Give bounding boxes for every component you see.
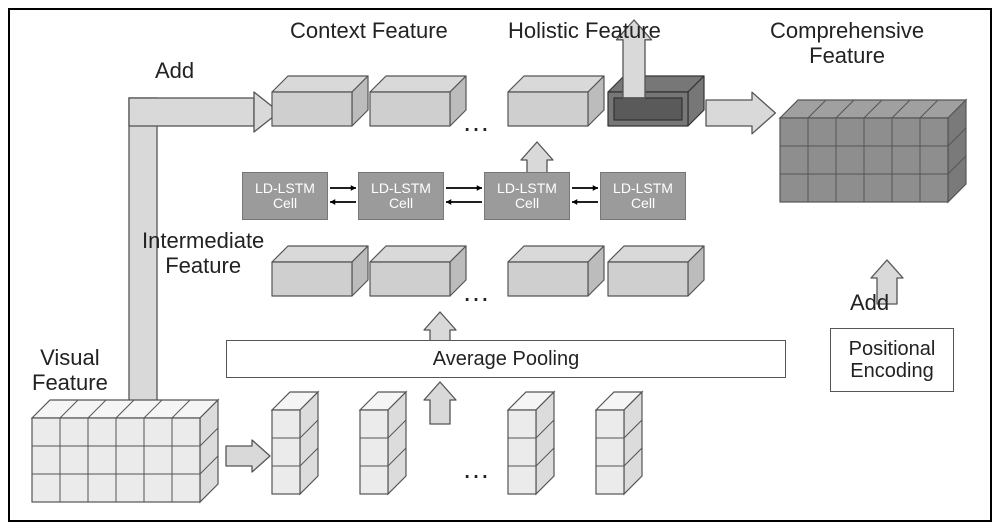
label-holistic-feature: Holistic Feature <box>508 18 661 43</box>
lstm-cell-label: LD-LSTM Cell <box>613 181 673 212</box>
ellipsis-3: … <box>462 453 490 485</box>
label-intermediate-feature: Intermediate Feature <box>142 228 264 279</box>
average-pooling-box: Average Pooling <box>226 340 786 378</box>
label-visual-feature: Visual Feature <box>32 345 108 396</box>
lstm-cell-4: LD-LSTM Cell <box>600 172 686 220</box>
lstm-cell-2: LD-LSTM Cell <box>358 172 444 220</box>
label-comprehensive-feature: Comprehensive Feature <box>770 18 924 69</box>
label-add-br: Add <box>850 290 889 315</box>
lstm-cell-label: LD-LSTM Cell <box>371 181 431 212</box>
lstm-cell-3: LD-LSTM Cell <box>484 172 570 220</box>
lstm-cell-label: LD-LSTM Cell <box>497 181 557 212</box>
ellipsis-1: … <box>462 106 490 138</box>
lstm-cell-label: LD-LSTM Cell <box>255 181 315 212</box>
average-pooling-label: Average Pooling <box>433 348 579 370</box>
lstm-cell-1: LD-LSTM Cell <box>242 172 328 220</box>
label-add-tl: Add <box>155 58 194 83</box>
label-context-feature: Context Feature <box>290 18 448 43</box>
diagram-frame: Add Context Feature Holistic Feature Com… <box>8 8 992 522</box>
ellipsis-2: … <box>462 276 490 308</box>
positional-encoding-box: Positional Encoding <box>830 328 954 392</box>
positional-encoding-label: Positional Encoding <box>849 338 936 382</box>
